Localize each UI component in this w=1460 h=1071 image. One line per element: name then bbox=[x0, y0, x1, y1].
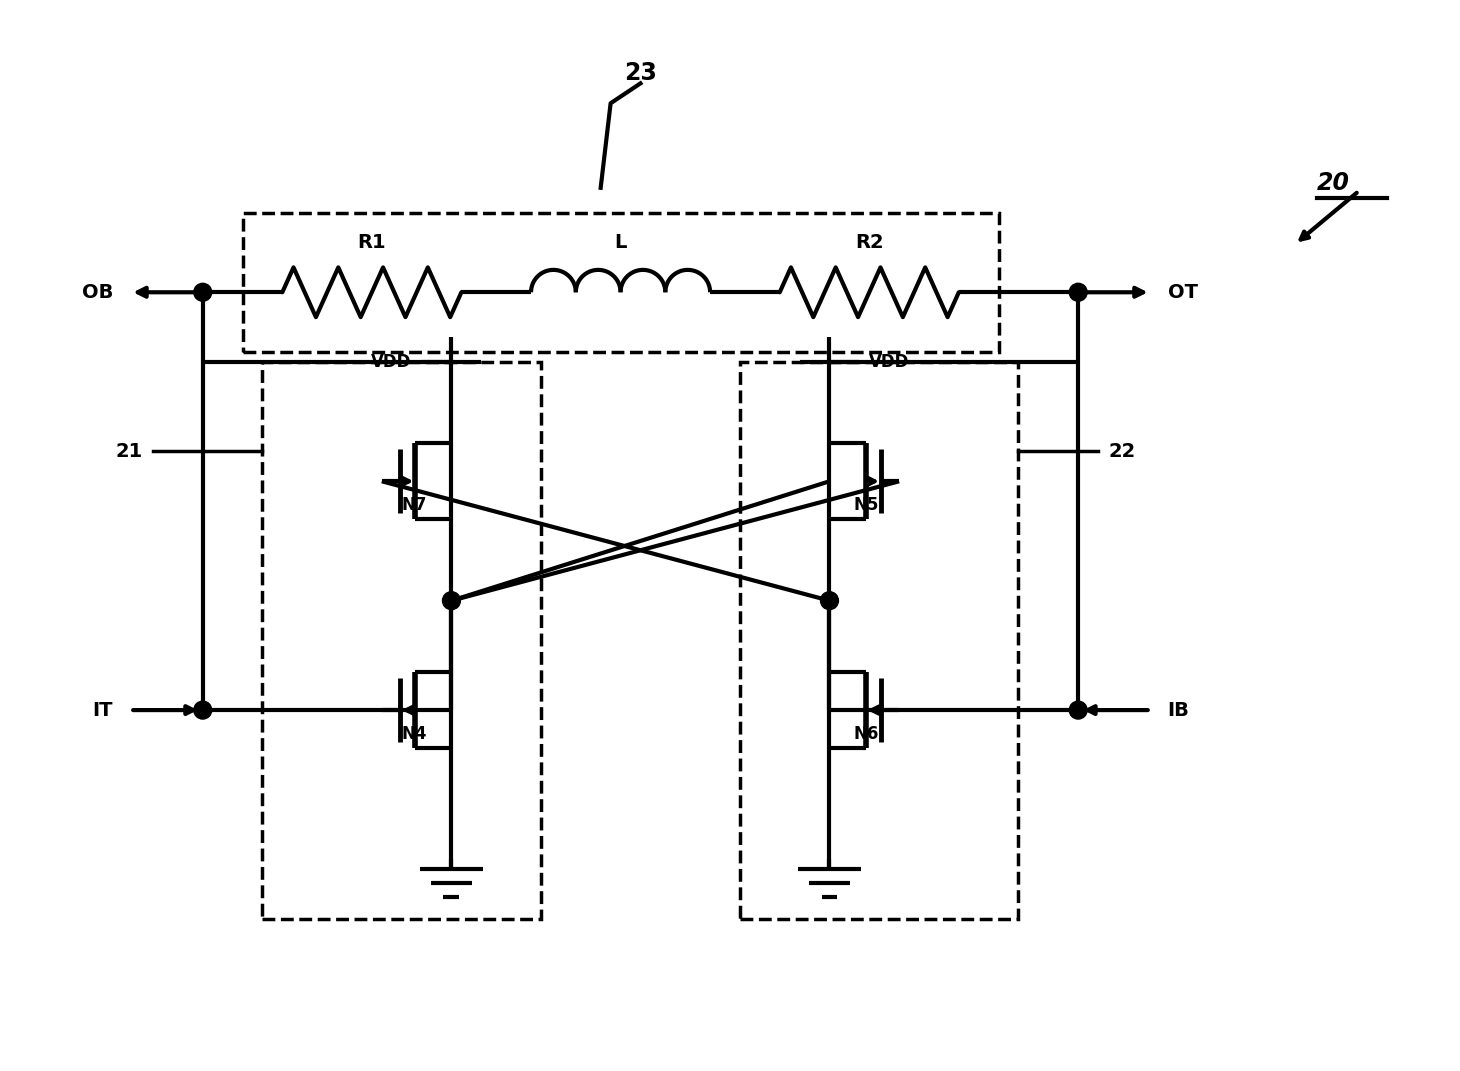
Text: R2: R2 bbox=[856, 233, 883, 253]
Text: IB: IB bbox=[1168, 700, 1190, 720]
Bar bbox=[263, 362, 542, 919]
Text: 23: 23 bbox=[623, 61, 657, 86]
Circle shape bbox=[821, 591, 838, 609]
Text: OT: OT bbox=[1168, 283, 1197, 302]
Text: VDD: VDD bbox=[371, 353, 412, 371]
Text: 21: 21 bbox=[115, 442, 143, 461]
Text: L: L bbox=[615, 233, 626, 253]
Text: N7: N7 bbox=[402, 496, 428, 514]
Text: 22: 22 bbox=[1108, 442, 1136, 461]
Text: IT: IT bbox=[93, 700, 114, 720]
Text: N4: N4 bbox=[402, 725, 428, 743]
Circle shape bbox=[442, 591, 460, 609]
Bar bbox=[242, 213, 999, 352]
Circle shape bbox=[194, 702, 212, 719]
Text: N5: N5 bbox=[854, 496, 879, 514]
Circle shape bbox=[1069, 284, 1088, 301]
Text: R1: R1 bbox=[358, 233, 387, 253]
Text: N6: N6 bbox=[854, 725, 879, 743]
Circle shape bbox=[1069, 702, 1088, 719]
Bar bbox=[740, 362, 1019, 919]
Text: VDD: VDD bbox=[869, 353, 910, 371]
Text: 20: 20 bbox=[1317, 171, 1350, 195]
Circle shape bbox=[194, 284, 212, 301]
Text: OB: OB bbox=[82, 283, 114, 302]
